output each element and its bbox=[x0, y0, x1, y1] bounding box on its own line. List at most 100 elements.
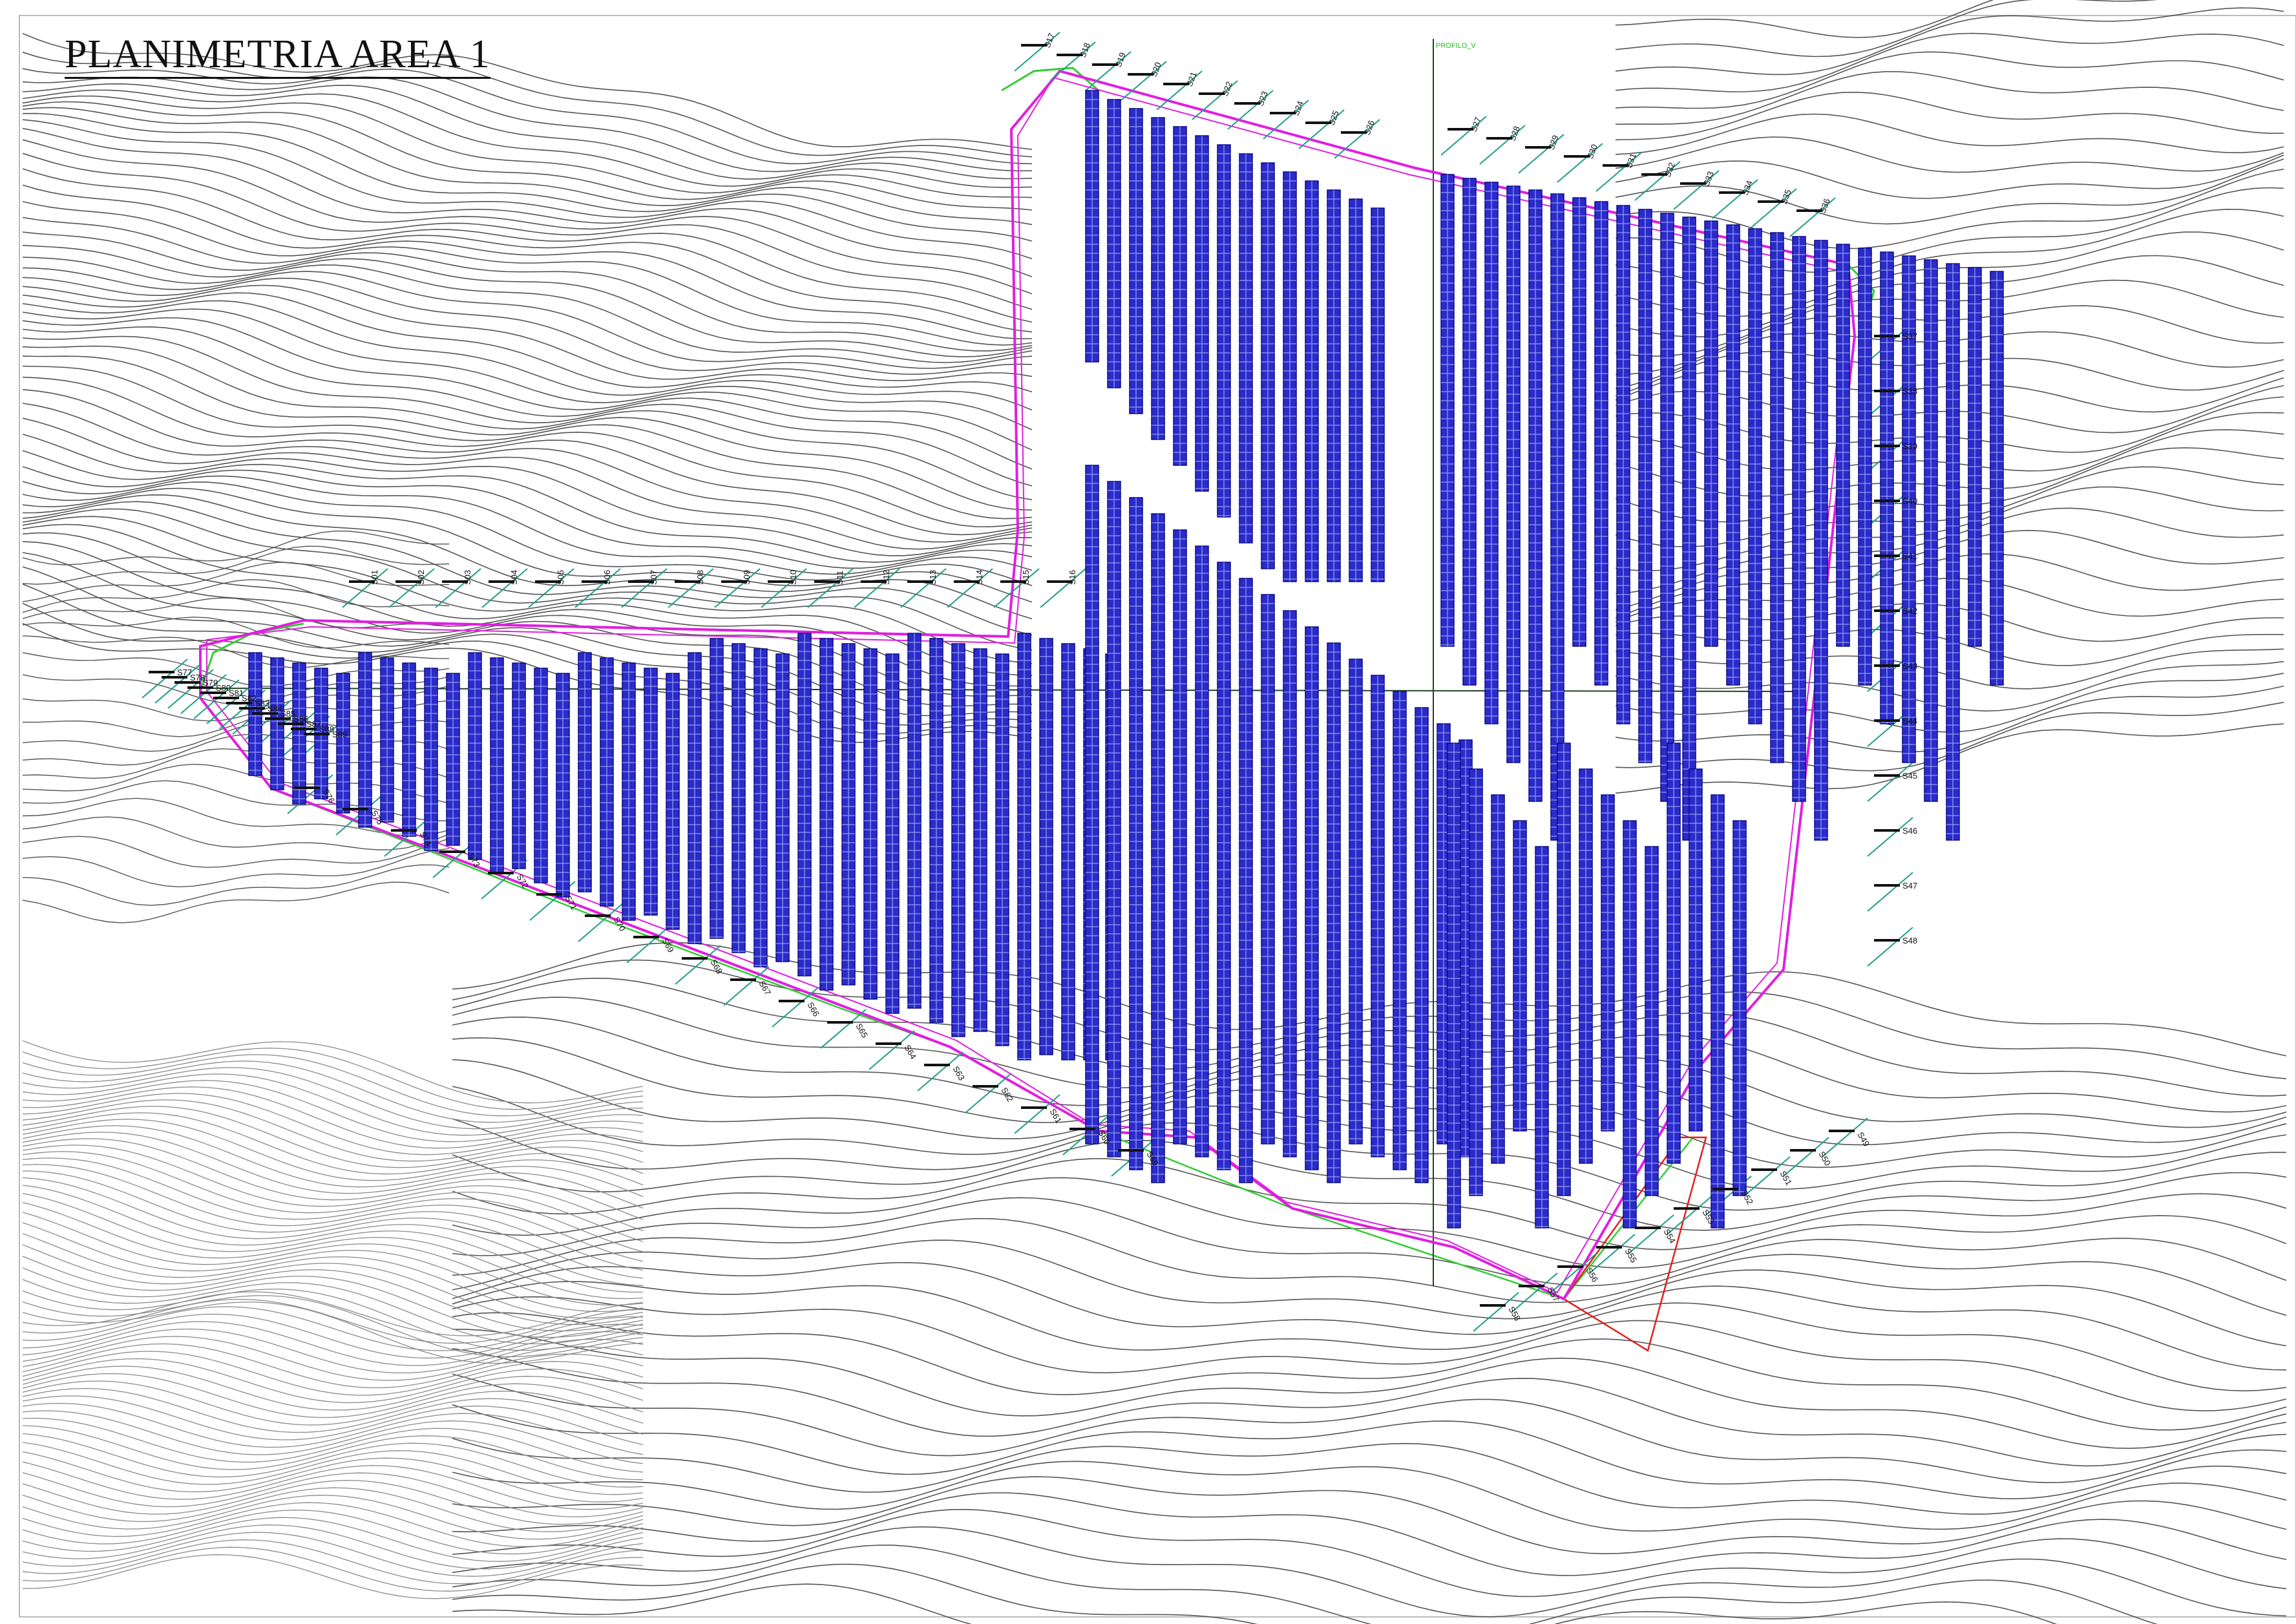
contour-line bbox=[22, 523, 1033, 676]
pv-column bbox=[907, 633, 922, 1009]
steep-contour-line bbox=[22, 1093, 644, 1155]
contour-line bbox=[22, 450, 1033, 563]
pv-column bbox=[1283, 610, 1297, 1157]
steep-contour-line bbox=[22, 1289, 644, 1351]
pv-column bbox=[797, 633, 812, 976]
contour-line bbox=[452, 1059, 2287, 1168]
pv-column bbox=[841, 643, 856, 986]
steep-contour-line bbox=[22, 1417, 644, 1473]
pv-column bbox=[1151, 117, 1165, 440]
steep-contour-line bbox=[22, 1080, 644, 1143]
contour-line bbox=[452, 1476, 2287, 1555]
boundary-red bbox=[1563, 1136, 1707, 1352]
cable-line bbox=[1440, 116, 1487, 156]
steep-contour-line bbox=[22, 1495, 644, 1540]
steep-contour-line bbox=[22, 1112, 644, 1175]
contour-line bbox=[22, 475, 1033, 575]
contour-line bbox=[452, 1218, 2287, 1316]
pv-column bbox=[1880, 251, 1894, 724]
cable-line bbox=[1822, 1117, 1868, 1157]
steep-contour-line bbox=[22, 1373, 644, 1418]
contour-line bbox=[22, 417, 1033, 550]
cable-line bbox=[723, 966, 770, 1006]
steep-contour-line bbox=[22, 1164, 644, 1262]
contour-line bbox=[1615, 113, 2284, 155]
cable-line bbox=[1518, 134, 1564, 174]
pv-column bbox=[863, 648, 878, 1000]
contour-line bbox=[22, 231, 1033, 352]
contour-line bbox=[22, 848, 450, 888]
contour-line bbox=[452, 1329, 2287, 1450]
contour-line bbox=[1615, 51, 2284, 109]
steep-contour-line bbox=[22, 1067, 643, 1130]
road-north bbox=[1001, 67, 1099, 92]
contour-line bbox=[22, 300, 1033, 411]
steep-contour-line bbox=[22, 1279, 644, 1345]
steep-contour-line bbox=[22, 1351, 644, 1396]
pv-column bbox=[1305, 626, 1319, 1170]
contour-line bbox=[452, 1086, 2287, 1190]
contour-line bbox=[22, 466, 1033, 569]
cable-line bbox=[384, 817, 430, 857]
steep-contour-line bbox=[22, 1480, 644, 1525]
pv-column bbox=[688, 652, 702, 944]
contour-line bbox=[452, 1158, 2287, 1250]
pv-column bbox=[1726, 224, 1740, 686]
cable-line bbox=[1789, 197, 1836, 237]
cable-line bbox=[1783, 1137, 1829, 1177]
cable-line bbox=[1263, 100, 1309, 140]
pv-column bbox=[358, 652, 372, 828]
pv-column bbox=[1217, 562, 1231, 1170]
contour-line bbox=[22, 403, 1033, 543]
contour-line bbox=[452, 1404, 2287, 1500]
steep-contour-line bbox=[22, 1222, 644, 1313]
cable-line bbox=[1040, 568, 1086, 608]
pv-column bbox=[1946, 263, 1960, 841]
steep-contour-line bbox=[22, 1517, 644, 1562]
pv-column bbox=[1283, 171, 1297, 582]
pv-column bbox=[1151, 513, 1165, 1183]
contour-line bbox=[452, 1281, 2287, 1392]
pv-column bbox=[644, 668, 658, 916]
contour-line bbox=[22, 376, 1033, 528]
pv-column bbox=[1836, 244, 1850, 647]
pv-column bbox=[490, 657, 504, 874]
pv-column bbox=[468, 652, 482, 860]
pv-column bbox=[1017, 633, 1031, 1060]
pv-column bbox=[1129, 108, 1143, 414]
contour-line bbox=[452, 1296, 2287, 1411]
steep-contour-line bbox=[22, 1086, 644, 1149]
cable-line bbox=[435, 568, 481, 608]
contour-line bbox=[22, 107, 1033, 226]
pv-column bbox=[710, 638, 724, 939]
cable-line bbox=[626, 923, 673, 964]
pv-column bbox=[424, 668, 438, 851]
contour-line bbox=[22, 748, 450, 779]
contour-line bbox=[452, 1197, 2287, 1287]
contour-line bbox=[22, 562, 450, 602]
contour-line bbox=[22, 617, 450, 649]
contour-line bbox=[22, 244, 1033, 357]
contour-line bbox=[22, 516, 1033, 664]
contour-line bbox=[22, 685, 450, 722]
pv-column bbox=[1393, 691, 1407, 1170]
steep-contour-line bbox=[22, 1291, 644, 1336]
contour-line bbox=[22, 317, 1033, 451]
contour-line bbox=[22, 365, 1033, 520]
contour-line bbox=[22, 797, 450, 837]
pv-column bbox=[1682, 216, 1696, 841]
pv-column bbox=[995, 653, 1009, 1046]
contour-line bbox=[22, 481, 1033, 587]
steep-contour-line bbox=[22, 1125, 644, 1197]
steep-contour-line bbox=[22, 1461, 644, 1510]
steep-contour-line bbox=[22, 1151, 644, 1242]
steep-contour-line bbox=[22, 1144, 644, 1232]
steep-contour-line bbox=[22, 1119, 644, 1186]
contour-line bbox=[452, 1037, 2287, 1146]
cable-line bbox=[342, 568, 388, 608]
contour-line bbox=[1615, 70, 2284, 125]
contour-line bbox=[452, 1017, 2287, 1128]
steep-contour-line bbox=[22, 1402, 644, 1455]
cable-line bbox=[1751, 188, 1797, 228]
steep-contour-line bbox=[22, 1366, 644, 1411]
